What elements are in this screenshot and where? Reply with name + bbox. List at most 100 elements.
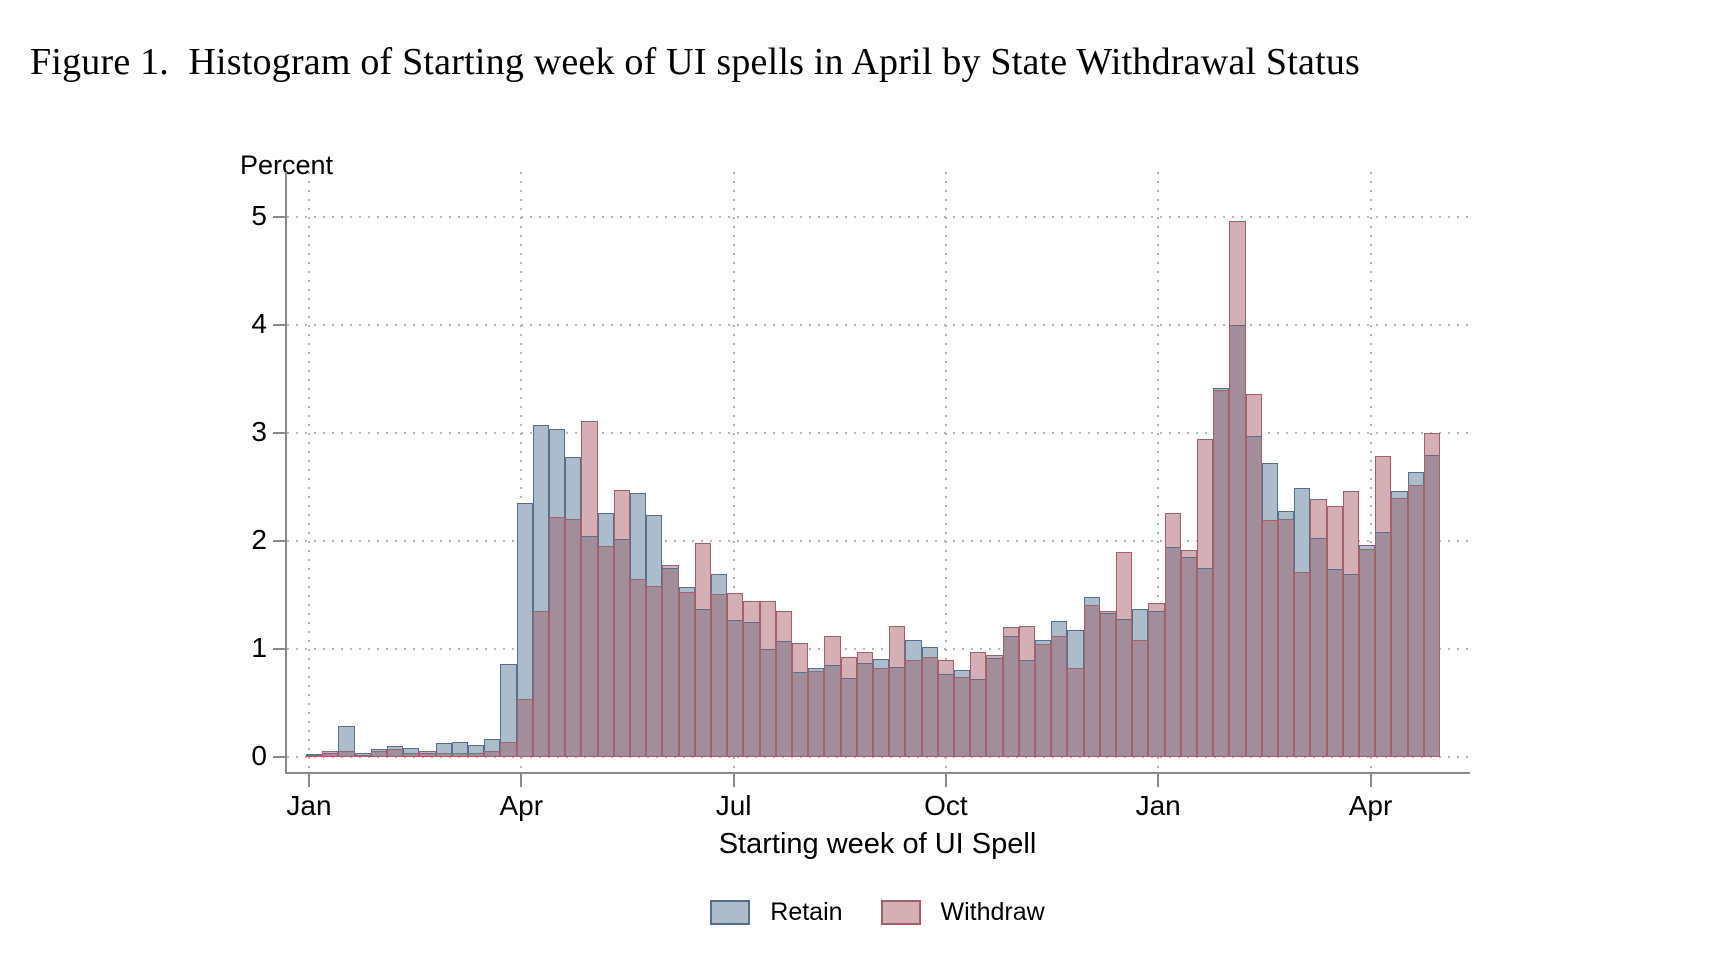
- histogram-bar-retain-cap: [532, 425, 549, 612]
- histogram-bar-withdraw-outline: [1213, 389, 1230, 757]
- histogram-bar-withdraw-outline: [306, 754, 323, 757]
- legend-item-withdraw: Withdraw: [880, 898, 1045, 927]
- histogram-bar-overlap: [743, 622, 760, 757]
- histogram-bar-overlap: [1245, 436, 1262, 757]
- x-tick-label-Jan-4: Jan: [1135, 790, 1181, 821]
- histogram-bar-retain-cap: [808, 668, 825, 671]
- histogram-bar-withdraw-outline: [808, 670, 825, 757]
- histogram-bar-overlap: [451, 752, 468, 757]
- histogram-bar-overlap: [630, 578, 647, 757]
- histogram-bar-withdraw-outline: [1294, 572, 1311, 757]
- histogram-bar-withdraw-outline: [338, 750, 355, 757]
- histogram-bar-withdraw-outline: [1197, 439, 1214, 757]
- y-tick-0: [273, 756, 285, 758]
- x-tick-label-Oct-3: Oct: [924, 790, 968, 821]
- x-tick-label-Jan-0: Jan: [286, 790, 332, 821]
- histogram-bar-withdraw-outline: [1067, 668, 1084, 757]
- histogram-bar-withdraw-cap: [1197, 439, 1214, 568]
- histogram-bar-withdraw-outline: [873, 668, 890, 757]
- histogram-bar-retain-cap: [1261, 463, 1278, 521]
- histogram-bar-withdraw-cap: [1116, 551, 1133, 619]
- histogram-bar-overlap: [727, 619, 744, 757]
- histogram-bar-withdraw-cap: [743, 601, 760, 622]
- histogram-bar-withdraw-outline: [678, 591, 695, 757]
- histogram-bar-withdraw-outline: [1132, 640, 1149, 757]
- vgridline-Oct-3: [944, 172, 947, 768]
- histogram-bar-withdraw-cap: [856, 652, 873, 664]
- histogram-bar-overlap: [370, 750, 387, 757]
- histogram-bar-retain-cap: [1213, 387, 1230, 390]
- hgridline-3: [287, 432, 1468, 434]
- x-tick-label-Jul-2: Jul: [715, 790, 752, 821]
- y-tick-label-4: 4: [251, 308, 267, 339]
- histogram-bar-withdraw-outline: [1310, 498, 1327, 757]
- histogram-bar-retain-cap: [1035, 640, 1052, 644]
- x-axis-line: [285, 772, 1470, 774]
- histogram-bar-withdraw-outline: [1083, 604, 1100, 757]
- histogram-bar-withdraw-outline: [532, 611, 549, 757]
- histogram-bar-overlap: [1407, 484, 1424, 757]
- histogram-bar-overlap: [889, 667, 906, 757]
- histogram-bar-withdraw-outline: [484, 750, 501, 757]
- y-axis-line: [285, 172, 287, 774]
- histogram-bar-retain-cap: [468, 745, 485, 753]
- histogram-bar-withdraw-outline: [937, 659, 954, 757]
- histogram-bar-overlap: [500, 741, 517, 757]
- y-tick-4: [273, 324, 285, 326]
- y-tick-5: [273, 216, 285, 218]
- histogram-bar-overlap: [1359, 548, 1376, 757]
- histogram-bar-overlap: [840, 678, 857, 757]
- histogram-bar-overlap: [775, 641, 792, 757]
- histogram-bar-overlap: [565, 519, 582, 757]
- histogram-bar-withdraw-outline: [419, 750, 436, 757]
- histogram-bar-withdraw-outline: [646, 586, 663, 757]
- histogram-bar-withdraw-outline: [354, 754, 371, 757]
- histogram-bar-overlap: [581, 535, 598, 757]
- histogram-bar-withdraw-outline: [435, 752, 452, 757]
- histogram-bar-retain-cap: [549, 428, 566, 518]
- histogram-bar-withdraw-outline: [1116, 551, 1133, 757]
- histogram-bar-overlap: [468, 752, 485, 757]
- histogram-bar-retain-cap: [338, 725, 355, 751]
- histogram-bar-overlap: [1375, 532, 1392, 757]
- histogram-bar-overlap: [824, 665, 841, 757]
- histogram-bar-withdraw-outline: [1261, 520, 1278, 757]
- x-tick-label-Apr-1: Apr: [499, 790, 544, 821]
- histogram-bar-retain-cap: [954, 669, 971, 678]
- histogram-bar-withdraw-cap: [1229, 221, 1246, 325]
- histogram-bar-withdraw-outline: [1002, 627, 1019, 757]
- x-axis-title: Starting week of UI Spell: [718, 828, 1037, 860]
- histogram-bar-withdraw-outline: [743, 601, 760, 757]
- histogram-bar-retain-cap: [678, 587, 695, 592]
- vgridline-Jan-4: [1157, 172, 1160, 768]
- histogram-bar-withdraw-outline: [1148, 602, 1165, 757]
- histogram-bar-overlap: [1294, 572, 1311, 757]
- histogram-bar-withdraw-outline: [613, 490, 630, 757]
- histogram-bar-withdraw-outline: [856, 652, 873, 757]
- x-tick-Apr-1: [520, 774, 523, 787]
- hgridline-1: [287, 648, 1468, 650]
- y-tick-2: [273, 540, 285, 542]
- histogram-bar-withdraw-cap: [1002, 627, 1019, 637]
- histogram-bar-withdraw-cap: [1180, 549, 1197, 558]
- histogram-bar-retain-cap: [1278, 510, 1295, 520]
- hgridline-5: [287, 216, 1468, 218]
- histogram-bar-withdraw-cap: [986, 655, 1003, 658]
- histogram-bar-withdraw-outline: [370, 750, 387, 757]
- histogram-bar-withdraw-outline: [1359, 548, 1376, 757]
- histogram-bar-overlap: [1148, 611, 1165, 757]
- histogram-bar-overlap: [905, 659, 922, 757]
- histogram-bar-overlap: [1002, 636, 1019, 757]
- histogram-bar-withdraw-outline: [986, 655, 1003, 757]
- histogram-bar-withdraw-outline: [1391, 497, 1408, 757]
- histogram-bar-withdraw-cap: [613, 490, 630, 539]
- histogram-bar-withdraw-outline: [1035, 643, 1052, 757]
- histogram-bar-overlap: [1132, 640, 1149, 757]
- histogram-bar-withdraw-outline: [970, 652, 987, 757]
- histogram-bar-overlap: [1083, 604, 1100, 757]
- histogram-bar-retain-cap: [1359, 545, 1376, 549]
- histogram-bar-withdraw-outline: [727, 592, 744, 757]
- histogram-bar-withdraw-cap: [1148, 602, 1165, 612]
- histogram-bar-retain-cap: [873, 658, 890, 669]
- histogram-bar-withdraw-cap: [322, 750, 339, 753]
